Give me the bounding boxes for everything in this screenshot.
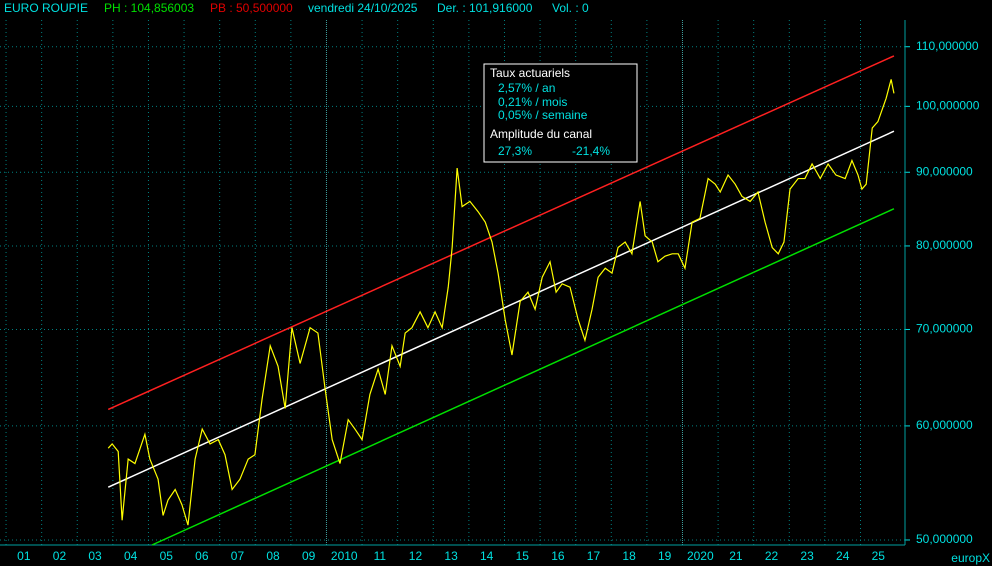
rate-line: 0,21% / mois xyxy=(498,95,567,109)
header-item: vendredi 24/10/2025 xyxy=(308,1,418,15)
x-tick-label: 21 xyxy=(729,549,743,563)
info-subtitle: Amplitude du canal xyxy=(490,127,592,141)
x-tick-label: 06 xyxy=(195,549,209,563)
channel-line xyxy=(151,208,895,546)
info-title: Taux actuariels xyxy=(490,66,570,80)
x-tick-label: 18 xyxy=(622,549,636,563)
y-tick-label: 110,000000 xyxy=(916,39,979,53)
x-tick-label: 01 xyxy=(17,549,31,563)
x-tick-label: 15 xyxy=(516,549,530,563)
amplitude-down: -21,4% xyxy=(572,144,610,158)
header-item: Der. : 101,916000 xyxy=(437,1,533,15)
x-tick-label: 05 xyxy=(160,549,174,563)
rate-line: 2,57% / an xyxy=(498,81,555,95)
x-tick-label: 09 xyxy=(302,549,316,563)
x-tick-label: 07 xyxy=(231,549,245,563)
x-tick-label: 23 xyxy=(800,549,814,563)
x-tick-label: 11 xyxy=(374,549,387,563)
rate-line: 0,05% / semaine xyxy=(498,108,588,122)
channel-line xyxy=(107,55,895,411)
price-line xyxy=(107,79,895,526)
header-item: PH : 104,856003 xyxy=(104,1,194,15)
amplitude-up: 27,3% xyxy=(498,144,532,158)
y-tick-label: 80,000000 xyxy=(916,238,973,252)
x-tick-label: 22 xyxy=(765,549,779,563)
x-tick-label: 04 xyxy=(124,549,138,563)
x-tick-label: 25 xyxy=(872,549,886,563)
x-tick-label: 24 xyxy=(836,549,850,563)
x-tick-label: 17 xyxy=(587,549,601,563)
y-tick-label: 70,000000 xyxy=(916,322,973,336)
x-tick-label: 08 xyxy=(266,549,280,563)
y-tick-label: 50,000000 xyxy=(916,532,973,546)
y-tick-label: 100,000000 xyxy=(916,99,980,113)
x-tick-label: 12 xyxy=(409,549,423,563)
watermark: europX xyxy=(951,551,990,565)
x-tick-label: 02 xyxy=(53,549,67,563)
header: EURO ROUPIE PH : 104,856003 PB : 50,50000… xyxy=(4,1,589,15)
x-tick-label: 14 xyxy=(480,549,494,563)
header-item: Vol. : 0 xyxy=(552,1,589,15)
channel-line xyxy=(107,130,895,488)
y-tick-label: 90,000000 xyxy=(916,164,973,178)
header-item: PB : 50,500000 xyxy=(210,1,293,15)
x-tick-label: 03 xyxy=(88,549,102,563)
y-tick-label: 60,000000 xyxy=(916,418,973,432)
info-box xyxy=(483,63,638,163)
x-tick-label: 2020 xyxy=(687,549,714,563)
x-tick-label: 16 xyxy=(551,549,565,563)
x-tick-label: 2010 xyxy=(331,549,358,563)
x-tick-label: 13 xyxy=(444,549,458,563)
x-tick-label: 19 xyxy=(658,549,672,563)
chart-title: EURO ROUPIE xyxy=(4,1,88,15)
